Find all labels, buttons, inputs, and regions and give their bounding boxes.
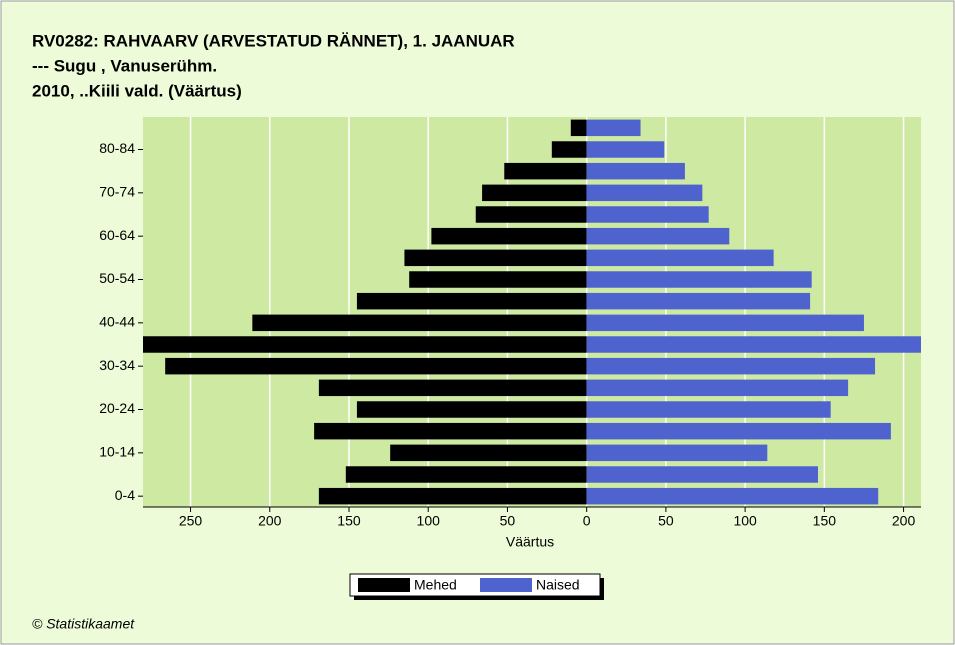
x-tick-label: 0 [583,513,591,529]
legend-swatch [358,578,410,592]
legend-label: Naised [536,577,580,593]
bar [586,271,812,288]
bar [409,271,587,288]
bar [356,292,587,310]
legend [349,573,601,597]
x-tick-label: 50 [500,513,516,529]
bar [143,336,587,353]
legend-swatch [480,578,532,592]
x-tick-label: 100 [733,513,757,529]
source: © Statistikaamet [32,616,135,632]
x-tick-label: 100 [417,513,441,529]
chart-title: RV0282: RAHVAARV (ARVESTATUD RÄNNET), 1.… [32,31,515,50]
bar [390,444,587,462]
bar [586,249,774,267]
x-tick-label: 200 [258,513,282,529]
x-tick-label: 150 [813,513,837,529]
y-tick-label: 0-4 [115,487,135,503]
bar [586,141,665,158]
y-tick-label: 20-24 [99,400,135,416]
bar [504,162,587,180]
y-tick-label: 60-64 [99,227,135,243]
bar [431,227,587,245]
bar [586,422,891,440]
y-tick-label: 70-74 [99,184,135,200]
bar [165,357,587,375]
bar [252,314,587,332]
bar [586,401,831,418]
y-tick-label: 10-14 [99,444,135,460]
bar [586,119,641,137]
bar [551,141,587,158]
bar [586,206,709,223]
bar [586,487,879,505]
bar [586,466,819,483]
bar [314,422,587,440]
x-tick-label: 200 [892,513,916,529]
bar [586,162,685,180]
bar [586,227,730,245]
bar [586,379,849,397]
y-tick-label: 50-54 [99,270,135,286]
bar [482,184,587,202]
bar [570,119,587,137]
bar [586,184,703,202]
bar [586,444,768,462]
y-tick-label: 80-84 [99,140,135,156]
bar [318,487,587,505]
bar [586,292,811,310]
bar [345,466,587,483]
x-tick-label: 50 [658,513,674,529]
bar [404,249,587,267]
y-tick-label: 40-44 [99,314,135,330]
bar [356,401,587,418]
bar [318,379,587,397]
y-tick-label: 30-34 [99,357,135,373]
bar [475,206,587,223]
bar [586,314,864,332]
chart-subtitle: --- Sugu , Vanuserühm. [32,56,217,75]
x-tick-label: 250 [179,513,203,529]
chart-subtitle: 2010, ..Kiili vald. (Väärtus) [32,81,242,100]
x-axis-label: Väärtus [506,534,554,550]
x-tick-label: 150 [337,513,361,529]
bar [586,336,921,353]
legend-label: Mehed [414,577,457,593]
plot-area [143,117,921,507]
bar [586,357,876,375]
